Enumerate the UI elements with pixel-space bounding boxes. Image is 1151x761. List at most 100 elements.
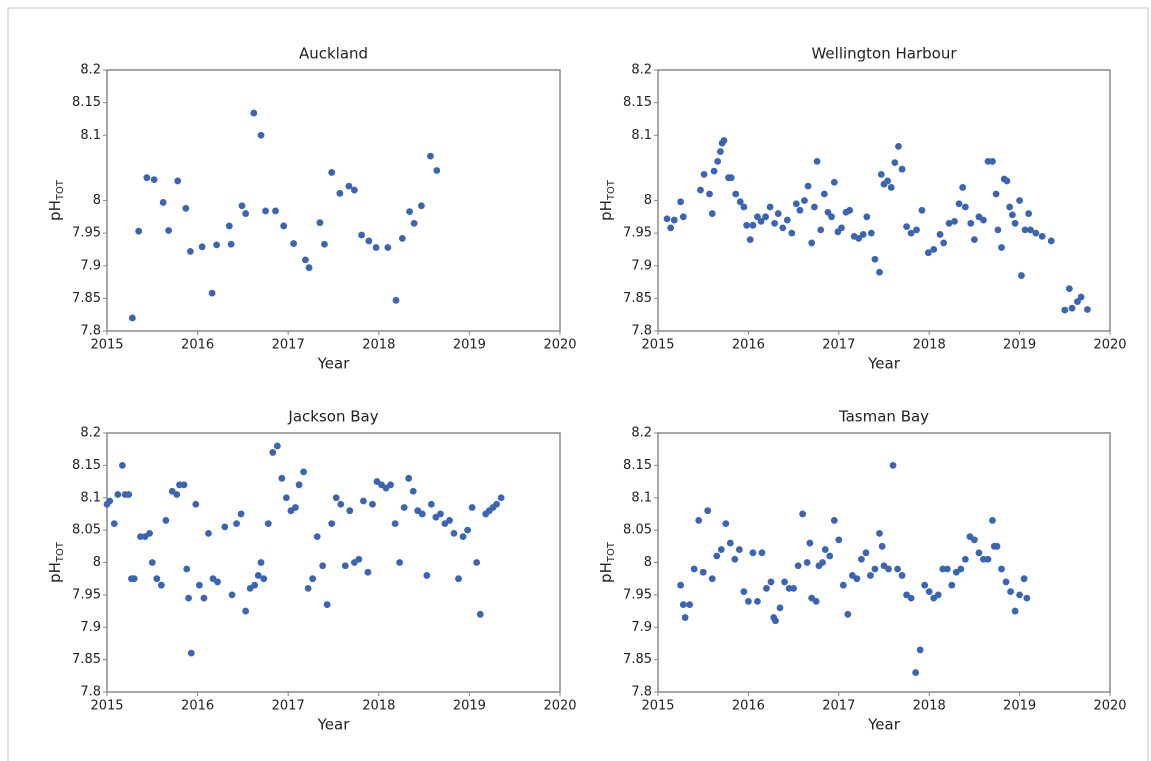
y-tick-label: 8.1	[80, 128, 101, 143]
data-point	[722, 520, 730, 528]
y-axis-label-main: pH	[597, 562, 615, 583]
data-point	[1021, 226, 1029, 234]
y-tick-label: 7.95	[72, 226, 101, 241]
data-point	[790, 585, 797, 592]
chart-title: Jackson Bay	[287, 408, 378, 426]
data-point	[187, 649, 195, 657]
data-point	[781, 578, 788, 586]
data-point	[455, 575, 462, 583]
data-point	[830, 178, 838, 186]
y-tick-label: 7.8	[80, 324, 101, 339]
data-point	[406, 208, 414, 215]
data-point	[853, 575, 861, 583]
data-point	[309, 575, 317, 583]
data-point	[839, 581, 847, 589]
data-point	[237, 510, 245, 518]
data-point	[238, 202, 246, 210]
data-point	[174, 177, 182, 185]
data-point	[903, 223, 910, 231]
data-point	[205, 529, 212, 537]
data-point	[708, 575, 716, 583]
data-point	[961, 555, 969, 563]
data-point	[182, 204, 190, 212]
data-point	[427, 152, 434, 160]
data-point	[940, 239, 948, 247]
data-point	[459, 533, 467, 540]
x-tick-label: 2015	[641, 699, 674, 714]
y-tick-label: 7.8	[80, 685, 101, 700]
data-point	[173, 491, 181, 498]
data-point	[830, 517, 838, 524]
data-point	[998, 565, 1005, 573]
data-point	[321, 240, 328, 248]
y-tick-label: 8.15	[623, 458, 652, 473]
data-point	[384, 244, 392, 251]
data-point	[1068, 304, 1076, 312]
data-point	[417, 202, 425, 210]
data-point	[346, 507, 354, 515]
data-point	[433, 167, 441, 174]
data-point	[233, 520, 240, 528]
data-point	[292, 504, 299, 511]
data-point	[225, 222, 233, 230]
data-point	[757, 217, 765, 225]
data-point	[392, 296, 400, 304]
data-point	[804, 182, 812, 190]
data-point	[855, 234, 863, 242]
y-tick-label: 8.15	[72, 95, 101, 110]
data-point	[980, 216, 987, 224]
data-point	[214, 578, 221, 586]
data-point	[758, 549, 766, 557]
data-point	[341, 562, 349, 570]
data-point	[794, 562, 802, 570]
data-point	[1074, 298, 1081, 306]
data-point	[803, 559, 811, 566]
data-point	[1023, 594, 1031, 602]
data-point	[437, 510, 444, 518]
chart-title: Auckland	[299, 45, 368, 63]
data-point	[819, 559, 826, 566]
x-tick-label: 2016	[732, 338, 765, 353]
data-point	[257, 559, 265, 566]
data-point	[410, 219, 418, 227]
y-tick-label: 8.1	[631, 490, 652, 505]
data-point	[820, 190, 828, 198]
data-point	[1061, 306, 1069, 314]
data-point	[700, 171, 708, 178]
data-point	[801, 197, 808, 204]
data-point	[319, 562, 327, 570]
data-point	[871, 255, 879, 263]
data-point	[260, 575, 268, 583]
x-axis-label: Year	[317, 716, 351, 734]
data-point	[835, 536, 843, 544]
data-point	[290, 240, 298, 247]
data-point	[1020, 575, 1028, 583]
data-point	[681, 614, 689, 621]
data-point	[396, 559, 404, 566]
data-point	[264, 520, 272, 528]
data-point	[369, 500, 376, 508]
data-point	[924, 249, 932, 257]
y-tick-label: 8.05	[623, 523, 652, 538]
data-point	[858, 555, 865, 563]
data-point	[125, 491, 133, 498]
data-point	[146, 529, 153, 537]
y-tick-label: 7.9	[80, 258, 101, 273]
data-point	[863, 213, 871, 221]
y-tick-label: 8.05	[72, 523, 101, 538]
data-point	[304, 585, 312, 592]
y-axis-label-main: pH	[46, 562, 64, 583]
plot-area	[106, 69, 561, 332]
data-point	[925, 588, 933, 596]
data-point	[423, 572, 431, 579]
y-axis-label: pHTOT	[46, 179, 67, 221]
data-point	[464, 526, 471, 534]
data-point	[984, 555, 992, 563]
y-tick-label: 7.8	[631, 685, 652, 700]
data-point	[871, 565, 879, 573]
data-point	[812, 597, 820, 605]
data-point	[862, 549, 870, 557]
x-tick-label: 2015	[90, 699, 123, 714]
data-point	[302, 256, 309, 264]
